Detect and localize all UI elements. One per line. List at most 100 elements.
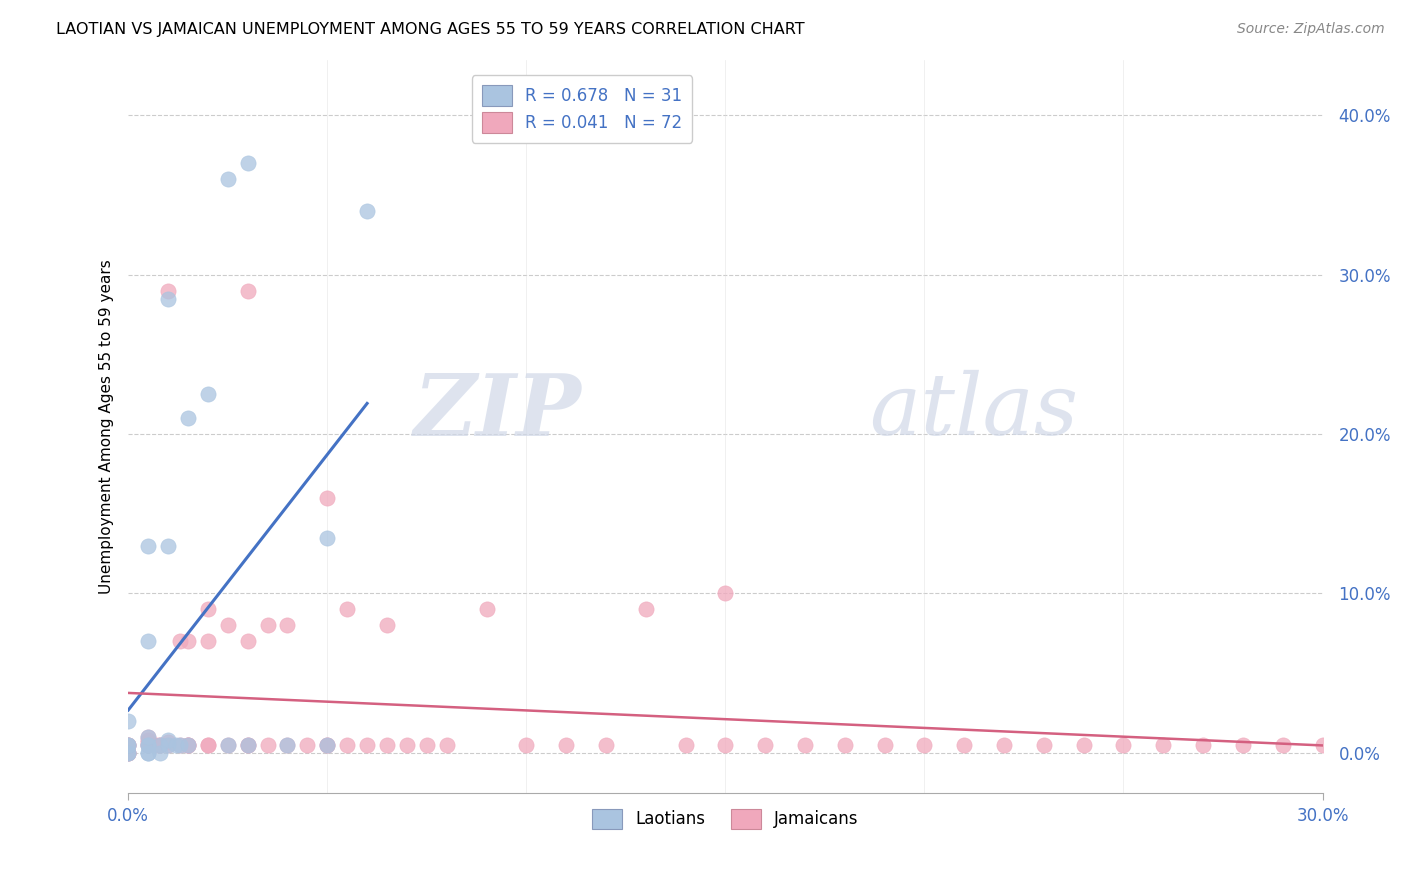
Point xyxy=(1032,738,1054,752)
Point xyxy=(136,730,159,744)
Point xyxy=(1112,738,1135,752)
Point xyxy=(236,738,259,752)
Point xyxy=(136,746,159,760)
Point xyxy=(197,738,219,752)
Point xyxy=(336,602,359,616)
Point xyxy=(177,738,200,752)
Y-axis label: Unemployment Among Ages 55 to 59 years: Unemployment Among Ages 55 to 59 years xyxy=(100,259,114,593)
Point xyxy=(117,746,139,760)
Point xyxy=(475,602,498,616)
Point xyxy=(217,618,239,632)
Point xyxy=(117,738,139,752)
Point xyxy=(117,738,139,752)
Point xyxy=(136,734,159,748)
Point xyxy=(136,738,159,752)
Point xyxy=(1073,738,1095,752)
Point xyxy=(515,738,537,752)
Point xyxy=(149,738,172,752)
Point xyxy=(675,738,697,752)
Point xyxy=(136,738,159,752)
Point xyxy=(356,204,378,219)
Legend: Laotians, Jamaicans: Laotians, Jamaicans xyxy=(586,802,865,836)
Point xyxy=(136,733,159,747)
Point xyxy=(136,738,159,752)
Point xyxy=(149,738,172,752)
Point xyxy=(177,738,200,752)
Point xyxy=(236,156,259,170)
Point xyxy=(177,411,200,425)
Point xyxy=(169,738,191,752)
Point xyxy=(316,738,339,752)
Text: LAOTIAN VS JAMAICAN UNEMPLOYMENT AMONG AGES 55 TO 59 YEARS CORRELATION CHART: LAOTIAN VS JAMAICAN UNEMPLOYMENT AMONG A… xyxy=(56,22,804,37)
Point xyxy=(157,734,180,748)
Point xyxy=(117,714,139,728)
Point xyxy=(834,738,856,752)
Point xyxy=(117,746,139,760)
Point xyxy=(912,738,935,752)
Point xyxy=(1232,738,1254,752)
Point xyxy=(276,738,298,752)
Point xyxy=(157,284,180,298)
Point xyxy=(754,738,776,752)
Point xyxy=(297,738,319,752)
Point xyxy=(177,634,200,648)
Point xyxy=(136,730,159,744)
Text: ZIP: ZIP xyxy=(415,369,582,453)
Text: Source: ZipAtlas.com: Source: ZipAtlas.com xyxy=(1237,22,1385,37)
Point xyxy=(276,618,298,632)
Point xyxy=(157,738,180,752)
Point xyxy=(316,738,339,752)
Point xyxy=(356,738,378,752)
Point xyxy=(1312,738,1334,752)
Point xyxy=(169,634,191,648)
Point xyxy=(217,172,239,186)
Point xyxy=(217,738,239,752)
Point xyxy=(256,618,278,632)
Point xyxy=(316,531,339,545)
Point xyxy=(236,634,259,648)
Point xyxy=(953,738,976,752)
Point xyxy=(117,746,139,760)
Point xyxy=(256,738,278,752)
Point xyxy=(416,738,439,752)
Point xyxy=(165,738,187,752)
Point xyxy=(136,539,159,553)
Point xyxy=(157,292,180,306)
Point xyxy=(395,738,418,752)
Point xyxy=(595,738,617,752)
Point xyxy=(1152,738,1174,752)
Point xyxy=(794,738,817,752)
Point xyxy=(714,586,737,600)
Point xyxy=(316,491,339,505)
Point xyxy=(1271,738,1294,752)
Point xyxy=(375,618,398,632)
Point xyxy=(993,738,1015,752)
Point xyxy=(197,602,219,616)
Point xyxy=(117,738,139,752)
Point xyxy=(136,746,159,760)
Point xyxy=(436,738,458,752)
Point xyxy=(117,738,139,752)
Point xyxy=(276,738,298,752)
Point xyxy=(236,738,259,752)
Point xyxy=(197,738,219,752)
Point xyxy=(236,284,259,298)
Point xyxy=(169,738,191,752)
Point xyxy=(634,602,657,616)
Point xyxy=(336,738,359,752)
Point xyxy=(136,634,159,648)
Point xyxy=(177,738,200,752)
Point xyxy=(117,738,139,752)
Point xyxy=(117,746,139,760)
Point xyxy=(157,539,180,553)
Point xyxy=(197,634,219,648)
Point xyxy=(217,738,239,752)
Point xyxy=(1192,738,1215,752)
Point xyxy=(157,738,180,752)
Point xyxy=(177,738,200,752)
Point xyxy=(316,738,339,752)
Point xyxy=(145,738,167,752)
Point xyxy=(157,733,180,747)
Point xyxy=(555,738,578,752)
Point xyxy=(149,738,172,752)
